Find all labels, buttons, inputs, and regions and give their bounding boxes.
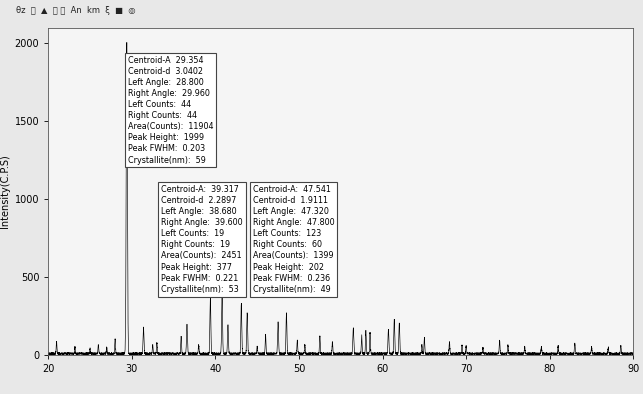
Text: θz  承  ▲  凤 凤  An  km  ξ  ■  ◎: θz 承 ▲ 凤 凤 An km ξ ■ ◎: [16, 6, 136, 15]
Y-axis label: Intensity(C.P.S): Intensity(C.P.S): [1, 154, 10, 228]
Text: Centroid-A:  47.541
Centroid-d  1.9111
Left Angle:  47.320
Right Angle:  47.800
: Centroid-A: 47.541 Centroid-d 1.9111 Lef…: [253, 185, 334, 294]
Text: Centroid-A  29.354
Centroid-d  3.0402
Left Angle:  28.800
Right Angle:  29.960
L: Centroid-A 29.354 Centroid-d 3.0402 Left…: [127, 56, 213, 165]
Text: Centroid-A:  39.317
Centroid-d  2.2897
Left Angle:  38.680
Right Angle:  39.600
: Centroid-A: 39.317 Centroid-d 2.2897 Lef…: [161, 185, 242, 294]
